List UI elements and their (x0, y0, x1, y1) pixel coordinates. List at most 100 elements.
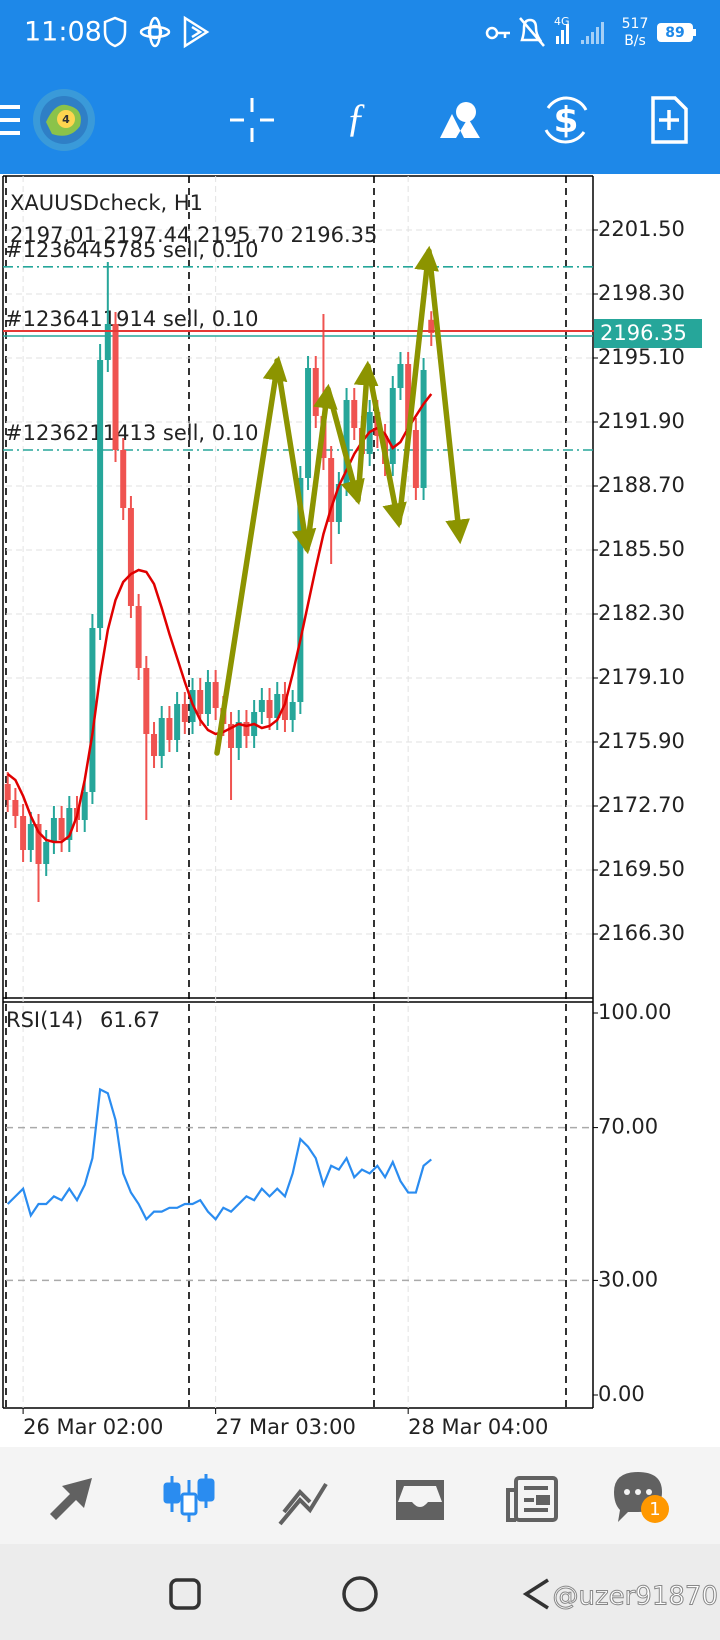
candle-body (343, 400, 350, 484)
rsi-title: RSI(14) (6, 1008, 83, 1032)
y-tick-label: 2175.90 (598, 729, 685, 753)
menu-button[interactable] (0, 105, 20, 135)
y-tick-label: 2166.30 (598, 921, 685, 945)
quotes-tab[interactable] (50, 1478, 92, 1520)
trade-button[interactable] (544, 96, 588, 144)
rsi-y-tick-label: 0.00 (598, 1382, 645, 1406)
chat-tab[interactable]: 1 (614, 1472, 669, 1523)
status-icons (103, 15, 545, 49)
candle-body (312, 368, 319, 416)
y-tick-label: 2191.90 (598, 409, 685, 433)
candle-body (20, 816, 27, 850)
recents-button[interactable] (169, 1578, 201, 1610)
candle-body (174, 704, 181, 740)
battery-level: 89 (665, 25, 684, 41)
network-type: 4G (554, 15, 570, 28)
y-tick-label: 2198.30 (598, 281, 685, 305)
y-tick-label: 2169.50 (598, 857, 685, 881)
candle-body (4, 784, 11, 800)
bid-label: 2196.35 (600, 321, 687, 345)
watermark: @uzer91870 (552, 1582, 718, 1612)
rsi-y-tick-label: 30.00 (598, 1267, 658, 1291)
rsi-value: 61.67 (100, 1008, 160, 1032)
news-tab[interactable] (506, 1476, 558, 1522)
y-tick-label: 2182.30 (598, 601, 685, 625)
candle-body (274, 694, 281, 718)
candle-body (97, 360, 104, 628)
candle-body (135, 606, 142, 668)
candle-body (351, 400, 358, 428)
y-tick-label: 2201.50 (598, 217, 685, 241)
candle-body (89, 628, 96, 792)
trade-tab[interactable] (278, 1482, 328, 1526)
app-logo[interactable]: 4 (33, 89, 95, 151)
candle-body (204, 682, 211, 714)
candle-body (35, 824, 42, 864)
status-time: 11:08 (24, 17, 102, 48)
signal-bars (556, 22, 604, 44)
candle-body (243, 722, 250, 736)
candle-body (266, 700, 273, 718)
order-label: #1236211413 sell, 0.10 (5, 421, 259, 445)
app-header (0, 0, 720, 174)
rsi-y-tick-label: 70.00 (598, 1115, 658, 1139)
crosshair-button[interactable] (230, 98, 274, 142)
net-speed-unit: B/s (624, 33, 646, 49)
candle-body (166, 718, 173, 740)
indicators-button[interactable]: ƒ (346, 95, 366, 140)
candle-body (328, 458, 335, 522)
candle-body (335, 484, 342, 522)
candle-body (104, 324, 111, 360)
chart-title: XAUUSDcheck, H1 (10, 191, 203, 215)
y-tick-label: 2172.70 (598, 793, 685, 817)
chat-badge: 1 (649, 1499, 660, 1520)
home-button[interactable] (342, 1576, 378, 1612)
order-label: #1236411914 sell, 0.10 (5, 307, 259, 331)
y-tick-label: 2179.10 (598, 665, 685, 689)
bottom-nav (0, 1447, 720, 1544)
rsi-y-tick-label: 100.00 (598, 1000, 671, 1024)
net-speed: 517 (622, 16, 649, 32)
candle-body (158, 718, 165, 756)
x-tick-label: 28 Mar 04:00 (408, 1415, 548, 1439)
candle-body (420, 370, 427, 488)
x-tick-label: 27 Mar 03:00 (216, 1415, 356, 1439)
back-button[interactable] (522, 1578, 549, 1610)
candle-body (181, 704, 188, 722)
candle-body (412, 430, 419, 488)
candle-body (66, 808, 73, 840)
analysis-arrows (214, 245, 470, 756)
system-nav (0, 1544, 720, 1640)
svg-text:4: 4 (62, 113, 70, 126)
candle-body (297, 478, 304, 702)
objects-button[interactable] (440, 102, 480, 138)
candle-body (305, 368, 312, 478)
new-order-button[interactable] (651, 96, 688, 144)
candle-body (428, 319, 435, 333)
y-tick-label: 2188.70 (598, 473, 685, 497)
y-tick-label: 2195.10 (598, 345, 685, 369)
bid-box (594, 319, 702, 348)
rsi-line (6, 1087, 432, 1222)
history-tab[interactable] (396, 1480, 444, 1520)
candle-body (50, 818, 57, 842)
candle-body (43, 842, 50, 864)
candle-body (289, 702, 296, 720)
battery (657, 23, 693, 42)
candle-body (405, 364, 412, 430)
chart-tab[interactable] (163, 1474, 215, 1522)
candle-body (281, 694, 288, 720)
trade-dollar: $ (553, 100, 578, 141)
candle-body (81, 792, 88, 820)
x-tick-label: 26 Mar 02:00 (23, 1415, 163, 1439)
candle-body (212, 682, 219, 708)
candle-body (112, 324, 119, 450)
candle-body (127, 508, 134, 606)
candle-body (27, 824, 34, 850)
plot: 2201.50 2198.30 2195.10 2191.90 2188.70 2185.… (3, 176, 702, 1439)
candle-body (58, 818, 65, 840)
candle-body (120, 450, 127, 508)
candle-body (228, 724, 235, 748)
